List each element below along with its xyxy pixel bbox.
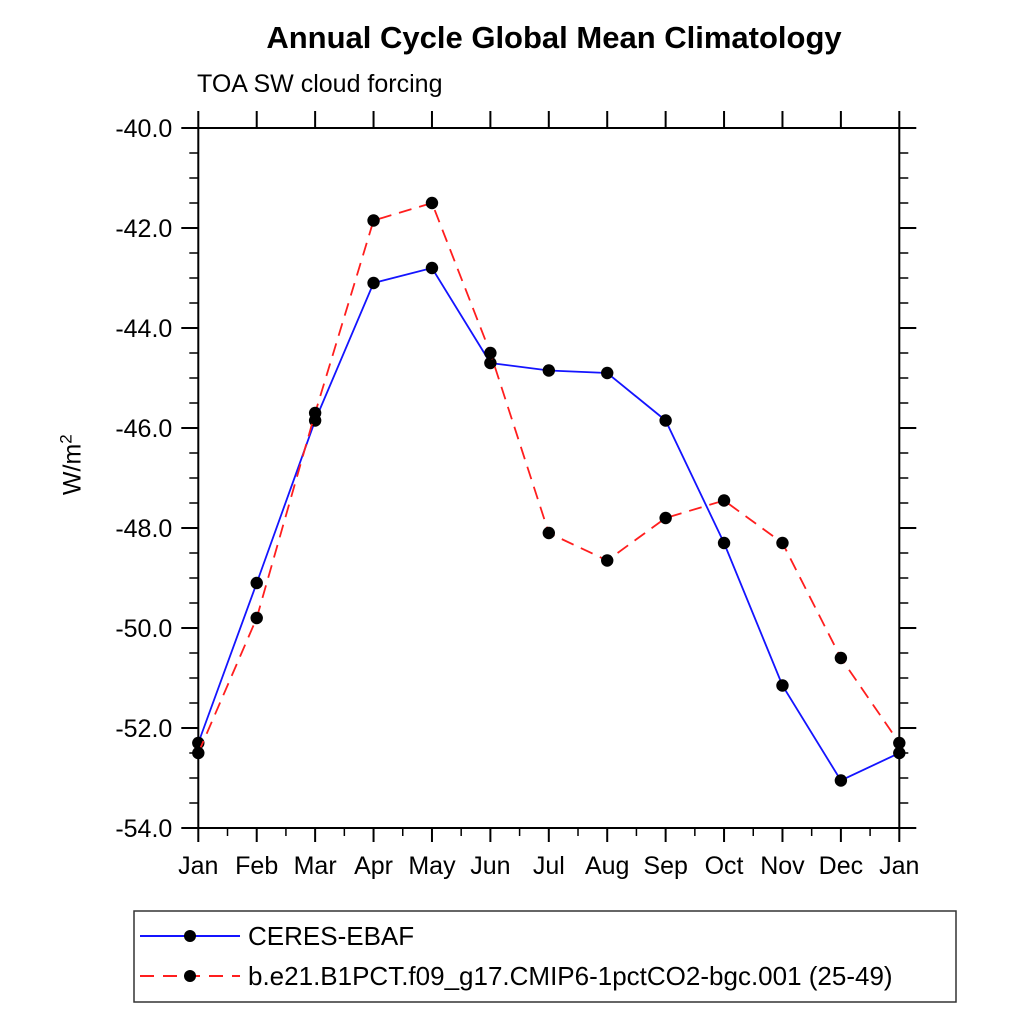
data-point-marker-ceres-ebaf [776,679,789,692]
data-point-marker-ceres-ebaf [542,364,555,377]
x-axis-tick-label: Jul [533,852,565,880]
x-axis-tick-label: Jun [470,852,510,880]
y-axis-tick-label: -50.0 [115,615,172,643]
x-axis-tick-label: Mar [294,852,337,880]
x-axis-tick-label: Oct [705,852,744,880]
legend-label-model: b.e21.B1PCT.f09_g17.CMIP6-1pctCO2-bgc.00… [248,961,893,991]
x-axis-tick-label: Apr [354,852,393,880]
y-axis-tick-label: -46.0 [115,415,172,443]
data-point-marker-model [367,214,380,227]
x-axis-tick-label: Feb [235,852,278,880]
data-point-marker-model [776,536,789,550]
data-point-marker-model [250,611,263,625]
data-point-marker-model [542,526,555,540]
y-axis-tick-label: -44.0 [115,315,172,343]
data-point-marker-ceres-ebaf [834,774,848,787]
data-point-marker-model [601,554,614,567]
y-axis-tick-label: -54.0 [115,815,172,843]
data-point-marker-ceres-ebaf [367,276,380,290]
x-axis-tick-label: Aug [585,852,629,880]
data-point-marker-ceres-ebaf [601,366,614,380]
data-point-marker-model [484,346,497,360]
plot-box [197,127,901,829]
x-axis-tick-label: Jan [879,852,919,880]
legend-box [133,910,957,1003]
data-point-marker-model [425,196,439,210]
legend-marker-model [184,970,196,982]
legend-marker-ceres-ebaf [184,930,196,942]
x-axis-tick-label: Jan [178,852,218,880]
data-point-marker-ceres-ebaf [425,261,439,275]
x-axis-tick-label: Dec [819,852,863,880]
data-point-marker-model [659,511,672,525]
data-point-marker-model [893,736,906,750]
data-point-marker-ceres-ebaf [717,536,731,550]
x-axis-tick-label: May [408,852,456,880]
data-point-marker-model [834,651,848,665]
data-point-marker-model [192,746,205,760]
legend-label-ceres-ebaf: CERES-EBAF [248,921,414,951]
y-axis-tick-label: -40.0 [115,115,172,143]
series-line-ceres-ebaf [197,266,900,782]
data-point-marker-ceres-ebaf [250,576,263,590]
chart-title: Annual Cycle Global Mean Climatology [266,20,842,55]
data-point-marker-ceres-ebaf [893,746,906,760]
series-line-model [197,201,901,754]
x-axis-tick-label: Nov [760,852,805,880]
y-axis-tick-label: -52.0 [115,715,172,743]
y-axis-tick-label: -48.0 [115,515,172,543]
data-point-marker-model [717,494,731,507]
data-point-marker-ceres-ebaf [659,414,672,427]
y-axis-tick-label: -42.0 [115,215,172,243]
data-point-marker-ceres-ebaf [484,356,497,370]
data-point-marker-model [308,406,322,420]
x-axis-tick-label: Sep [643,852,687,880]
chart-subtitle: TOA SW cloud forcing [197,70,443,98]
